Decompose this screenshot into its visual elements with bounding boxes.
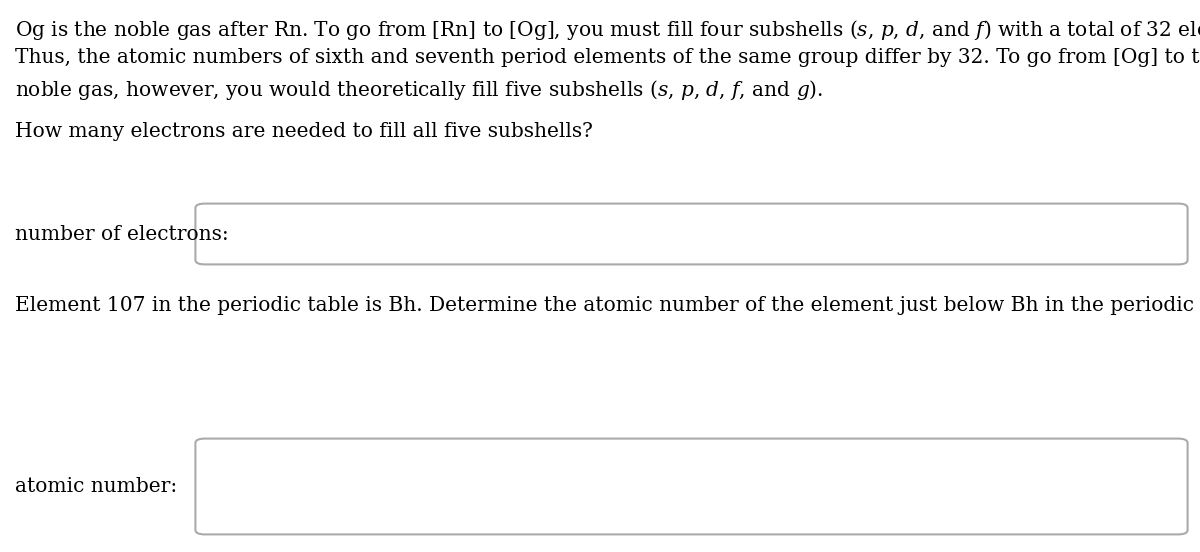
Text: number of electrons:: number of electrons: bbox=[14, 225, 229, 243]
Text: noble gas, however, you would theoretically fill five subshells ($s$, $p$, $d$, : noble gas, however, you would theoretica… bbox=[14, 78, 823, 102]
Text: atomic number:: atomic number: bbox=[14, 477, 178, 496]
Text: Og is the noble gas after Rn. To go from [Rn] to [Og], you must fill four subshe: Og is the noble gas after Rn. To go from… bbox=[14, 18, 1200, 42]
Text: Element 107 in the periodic table is Bh. Determine the atomic number of the elem: Element 107 in the periodic table is Bh.… bbox=[14, 296, 1200, 315]
Text: How many electrons are needed to fill all five subshells?: How many electrons are needed to fill al… bbox=[14, 122, 593, 141]
Text: Thus, the atomic numbers of sixth and seventh period elements of the same group : Thus, the atomic numbers of sixth and se… bbox=[14, 48, 1200, 67]
